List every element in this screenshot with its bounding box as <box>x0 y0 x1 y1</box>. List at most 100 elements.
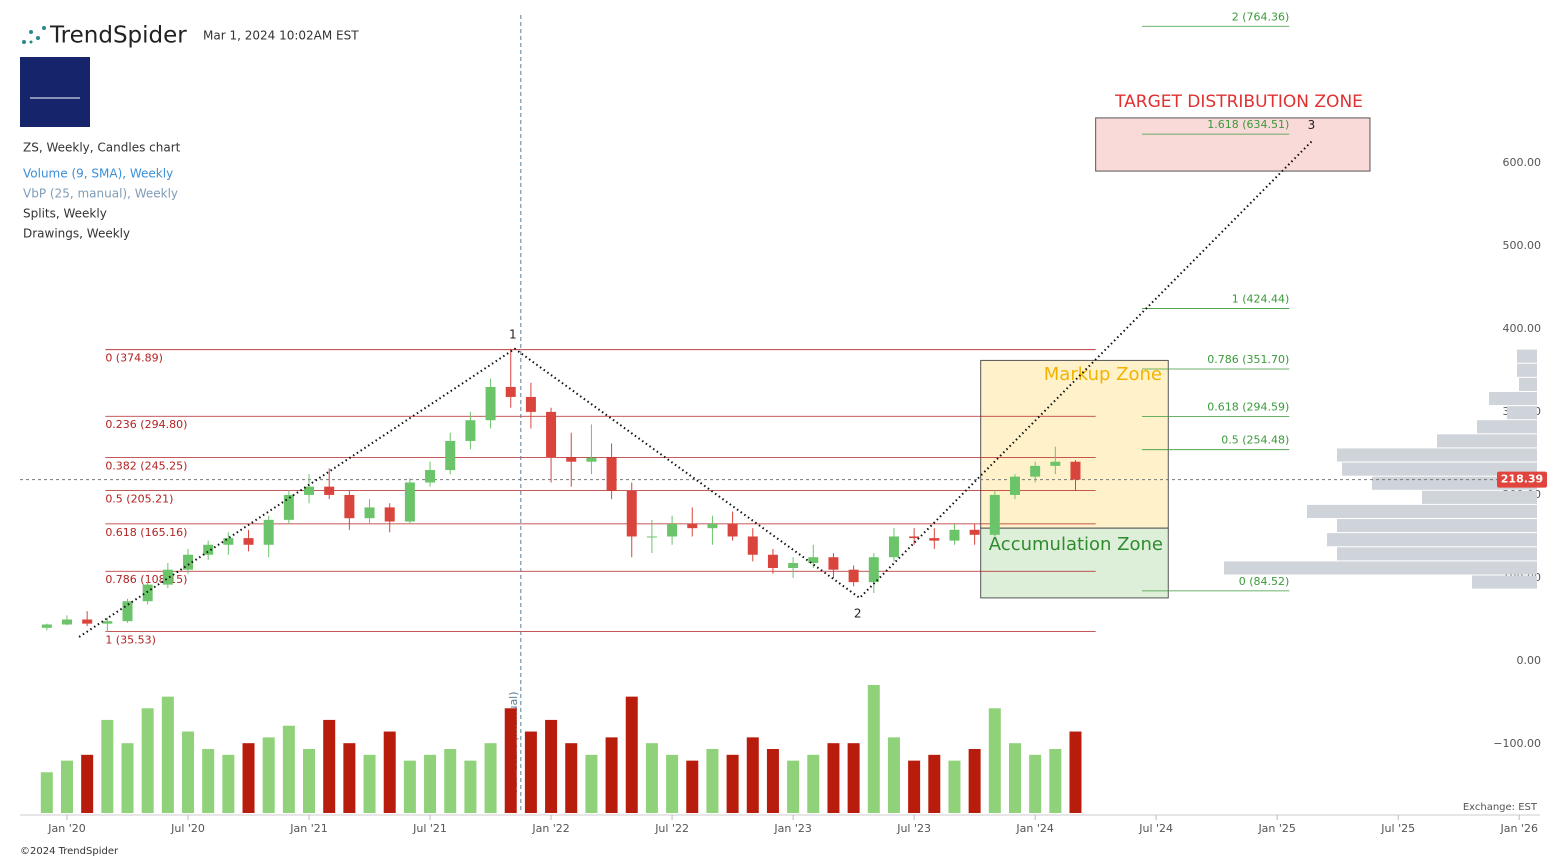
volume-profile-bar <box>1224 561 1537 575</box>
fib-label: 0.382 (245.25) <box>105 459 187 472</box>
x-tick-label: Jan '24 <box>1015 822 1053 835</box>
candle-body <box>425 470 436 483</box>
volume-bar <box>40 772 53 813</box>
volume-bar <box>121 743 134 813</box>
timestamp: Mar 1, 2024 10:02AM EST <box>203 29 359 43</box>
volume-profile-bar <box>1307 504 1537 519</box>
x-tick-label: Jan '25 <box>1257 822 1295 835</box>
x-tick-label: Jul '20 <box>170 822 205 835</box>
volume-profile-bar <box>1337 519 1537 533</box>
indicator: Splits, Weekly <box>23 207 107 221</box>
volume-bar <box>988 708 1001 813</box>
volume-bar <box>363 754 376 813</box>
volume-bar <box>60 760 73 813</box>
fib-label: 0.786 (351.70) <box>1207 353 1289 366</box>
y-tick-label: −100.00 <box>1493 737 1541 750</box>
volume-bar <box>242 743 255 813</box>
x-tick-label: Jul '25 <box>1380 822 1415 835</box>
candle-body <box>747 536 758 555</box>
volume-bar <box>323 719 336 813</box>
x-tick-label: Jul '21 <box>412 822 447 835</box>
candle-body <box>223 538 234 545</box>
candle-body <box>788 563 799 569</box>
candle-body <box>727 524 738 537</box>
zone-label: Markup Zone <box>1044 364 1162 385</box>
zone-label: TARGET DISTRIBUTION ZONE <box>1114 92 1363 112</box>
fib-label: 1.618 (634.51) <box>1207 118 1289 131</box>
candle-body <box>848 569 859 583</box>
candle-body <box>41 624 52 628</box>
volume-profile-bar <box>1337 448 1537 462</box>
volume-bar <box>706 749 719 813</box>
volume-profile-bar <box>1477 420 1537 434</box>
volume-bar <box>161 696 174 813</box>
fib-label: 0.618 (294.59) <box>1207 400 1289 413</box>
candle-body <box>1009 476 1020 495</box>
candle-body <box>888 536 899 558</box>
volume-profile-bar <box>1489 391 1537 406</box>
volume-bar <box>81 754 94 813</box>
candle-body <box>687 524 698 529</box>
volume-profile-bar <box>1422 490 1537 504</box>
volume-bar <box>1049 749 1062 813</box>
candle-body <box>546 411 557 458</box>
candle-body <box>646 536 657 538</box>
candle-body <box>445 440 456 471</box>
candle-body <box>586 457 597 462</box>
candle-body <box>183 554 194 570</box>
volume-profile-bar <box>1517 363 1537 377</box>
indicator: VbP (25, manual), Weekly <box>23 187 178 201</box>
logo <box>20 57 90 127</box>
volume-bar <box>948 760 961 813</box>
candle-body <box>566 457 577 462</box>
volume-bar <box>343 743 356 813</box>
x-tick-label: Jul '22 <box>654 822 689 835</box>
volume-bar <box>101 719 114 813</box>
fib-label: 0.786 (108.15) <box>105 573 187 586</box>
volume-bar <box>847 743 860 813</box>
volume-profile-bar <box>1342 462 1537 476</box>
volume-bar <box>686 760 699 813</box>
volume-bar <box>262 737 275 813</box>
fib-label: 0.236 (294.80) <box>105 418 187 431</box>
wave-label: 1 <box>509 327 517 341</box>
volume-bar <box>928 754 941 813</box>
candle-body <box>808 557 819 564</box>
volume-profile-bar <box>1517 349 1537 363</box>
volume-bar <box>625 696 638 813</box>
candle-body <box>243 538 254 545</box>
fib-label: 0.618 (165.16) <box>105 526 187 539</box>
candle-body <box>203 544 214 555</box>
fib-label: 1 (424.44) <box>1232 293 1290 306</box>
candle-body <box>949 529 960 541</box>
fib-label: 0 (84.52) <box>1239 575 1290 588</box>
candle-body <box>868 557 879 583</box>
candle-body <box>1030 465 1041 477</box>
volume-bar <box>1069 731 1082 813</box>
candle-body <box>767 554 778 569</box>
wave-label: 3 <box>1308 118 1316 132</box>
volume-bar <box>605 737 618 813</box>
fib-label: 1 (35.53) <box>105 634 156 647</box>
y-tick-label: 600.00 <box>1503 156 1542 169</box>
volume-bar <box>504 708 517 813</box>
volume-bar <box>807 754 820 813</box>
volume-profile-bar <box>1437 434 1537 448</box>
current-price-tag <box>1497 471 1547 488</box>
candle-body <box>344 494 355 519</box>
volume-profile-bar <box>1327 533 1537 547</box>
volume-bar <box>222 754 235 813</box>
volume-bar <box>726 754 739 813</box>
candle-body <box>667 524 678 537</box>
volume-bar <box>484 743 497 813</box>
volume-profile-bar <box>1337 547 1537 561</box>
candle-body <box>61 619 72 625</box>
x-tick-label: Jan '23 <box>773 822 811 835</box>
candle-body <box>384 507 395 522</box>
candle-body <box>364 507 375 519</box>
volume-bar <box>787 760 800 813</box>
zone <box>980 359 1169 529</box>
fib-label: 0 (374.89) <box>105 352 163 365</box>
candle-body <box>969 529 980 535</box>
